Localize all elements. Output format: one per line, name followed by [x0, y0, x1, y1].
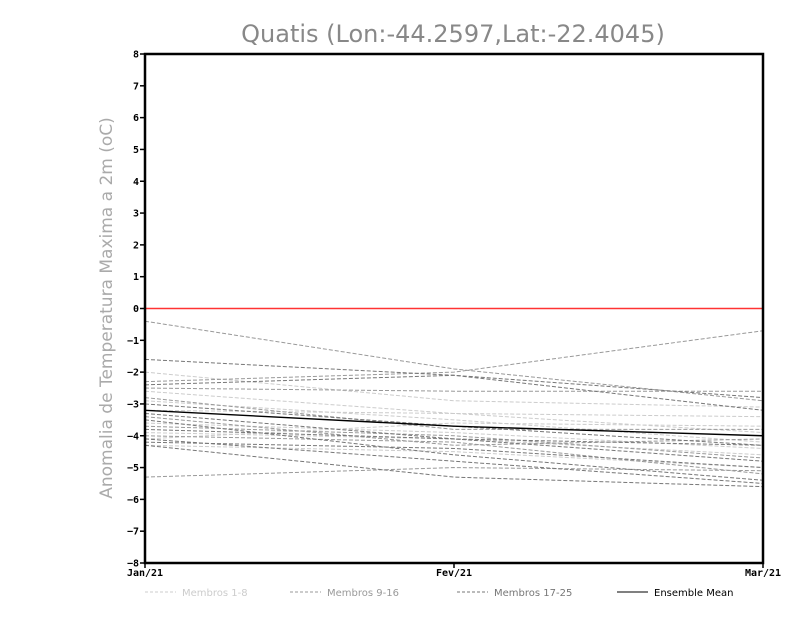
member-series-line [144, 397, 763, 430]
member-series-line [144, 387, 763, 392]
member-series-line [144, 419, 764, 481]
member-series-line [144, 428, 764, 446]
x-axis-ticks: Jan/21 Fev/21 Mar/21 [127, 563, 781, 579]
y-axis-ticks: 8 7 6 5 4 3 2 1 0 −1 −2 −3 −4 −5 −6 −7 −8 [127, 50, 145, 570]
legend-label: Membros 1-8 [182, 588, 248, 599]
legend-label: Ensemble Mean [654, 588, 733, 599]
member-series-line [144, 400, 764, 443]
y-tick-label: −7 [127, 527, 139, 538]
member-series-line [144, 425, 764, 459]
member-series-line [144, 390, 764, 418]
legend: Membros 1-8 Membros 9-16 Membros 17-25 Ense… [145, 588, 733, 599]
x-tick-label: Fev/21 [436, 568, 472, 579]
member-series-line [144, 438, 764, 484]
x-tick-label: Mar/21 [745, 568, 781, 579]
member-series-line [144, 422, 764, 440]
series-layer [144, 307, 764, 488]
member-series-line [144, 467, 764, 478]
y-tick-label: −2 [127, 368, 139, 379]
y-tick-label: 0 [133, 304, 139, 315]
chart-title: Quatis (Lon:-44.2597,Lat:-22.4045) [241, 20, 665, 48]
y-tick-label: 3 [133, 209, 139, 220]
member-series-line [144, 374, 764, 399]
y-tick-label: −8 [127, 559, 139, 570]
member-series-line [144, 441, 764, 469]
y-tick-label: 2 [133, 240, 139, 251]
ensemble-mean-line [144, 409, 764, 437]
y-tick-label: 5 [133, 145, 139, 156]
member-series-line [144, 435, 764, 475]
y-tick-label: 1 [133, 272, 139, 283]
member-series-line [144, 444, 764, 488]
y-tick-label: −5 [127, 463, 139, 474]
member-series-line [144, 371, 764, 408]
member-series-line [144, 444, 764, 469]
y-tick-label: −3 [127, 399, 139, 410]
y-tick-label: 4 [133, 177, 139, 188]
y-tick-label: −1 [127, 336, 139, 347]
member-series-line [144, 358, 764, 411]
member-series-line [144, 412, 764, 462]
member-series-line [144, 330, 764, 383]
y-axis-label: Anomalia de Temperatura Maxima a 2m (oC) [97, 117, 117, 499]
legend-label: Membros 9-16 [327, 588, 399, 599]
y-tick-label: 8 [133, 50, 139, 61]
y-tick-label: 6 [133, 113, 139, 124]
member-series-line [144, 320, 764, 402]
y-tick-label: −6 [127, 495, 139, 506]
member-series-line [144, 416, 764, 446]
x-tick-label: Jan/21 [127, 568, 163, 579]
legend-label: Membros 17-25 [494, 588, 572, 599]
y-tick-label: −4 [127, 431, 139, 442]
y-tick-label: 7 [133, 81, 139, 92]
